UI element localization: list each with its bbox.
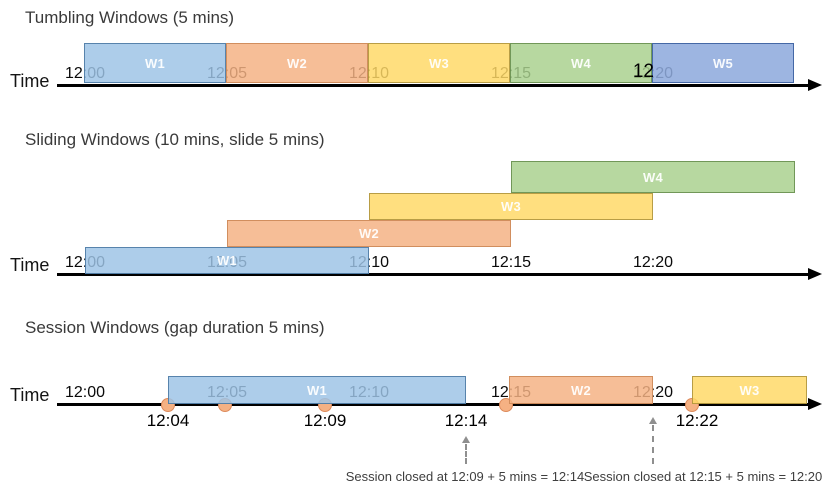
session-tick-1200: 12:00 [64,384,106,401]
session-section-title: Session Windows (gap duration 5 mins) [25,318,325,337]
session-window-w2: W2 [509,376,653,404]
tumbling-tick-1220-hour-emphasis: 12 [632,61,654,82]
session-time-axis [57,403,809,406]
session-close-caption-2: Session closed at 12:15 + 5 mins = 12:20 [583,469,823,484]
annotation-arrow-up-icon [649,417,657,424]
event-time-label-1222: 12:22 [675,411,719,430]
session-axis-arrow-icon [808,398,822,410]
sliding-window-w3: W3 [369,193,653,220]
tumbling-time-axis-label: Time [10,71,50,91]
sliding-time-axis-label: Time [10,255,50,275]
event-time-label-1209: 12:09 [303,411,347,430]
session-close-caption-1: Session closed at 12:09 + 5 mins = 12:14 [345,469,585,484]
tumbling-window-w4: W4 [510,43,652,83]
tumbling-window-w1: W1 [84,43,226,83]
tumbling-section-title: Tumbling Windows (5 mins) [25,8,235,27]
tumbling-window-w5: W5 [652,43,794,83]
tumbling-axis-arrow-icon [808,79,822,91]
tumbling-time-axis [57,84,809,87]
session-close-time-label-1214: 12:14 [444,411,488,430]
sliding-section-title: Sliding Windows (10 mins, slide 5 mins) [25,130,325,149]
sliding-window-w4: W4 [511,161,795,193]
sliding-time-axis [57,273,809,276]
session-window-w1: W1 [168,376,466,404]
sliding-window-w1: W1 [85,247,369,274]
session-window-w3: W3 [692,376,807,404]
event-time-label-1204: 12:04 [146,411,190,430]
sliding-tick-1215: 12:15 [490,254,532,271]
sliding-tick-1220: 12:20 [632,254,674,271]
sliding-axis-arrow-icon [808,268,822,280]
annotation-arrow-line [465,444,467,464]
sliding-window-w2: W2 [227,220,511,247]
tumbling-window-w2: W2 [226,43,368,83]
annotation-arrow-line [652,425,654,464]
session-time-axis-label: Time [10,385,50,405]
tumbling-window-w3: W3 [368,43,510,83]
annotation-arrow-up-icon [462,436,470,443]
